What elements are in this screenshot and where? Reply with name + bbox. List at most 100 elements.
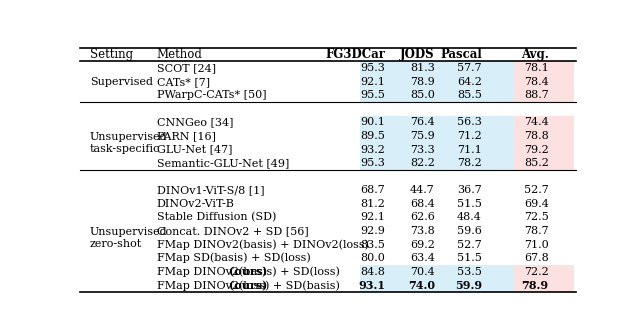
Text: 71.1: 71.1 — [457, 145, 482, 155]
Text: 90.1: 90.1 — [360, 118, 385, 128]
Text: FMap DINOv2(basis) + SD(loss): FMap DINOv2(basis) + SD(loss) — [157, 267, 343, 277]
Text: Unsupervised
zero-shot: Unsupervised zero-shot — [90, 227, 168, 248]
Bar — [514, 61, 573, 75]
Text: 70.4: 70.4 — [410, 267, 435, 277]
Text: 81.2: 81.2 — [360, 199, 385, 209]
Text: PARN [16]: PARN [16] — [157, 131, 216, 141]
Text: (ours): (ours) — [229, 266, 268, 277]
Text: 78.9: 78.9 — [522, 280, 548, 291]
Bar — [360, 75, 514, 89]
Text: 95.3: 95.3 — [360, 158, 385, 168]
Text: 74.4: 74.4 — [524, 118, 548, 128]
Text: 71.2: 71.2 — [457, 131, 482, 141]
Bar — [360, 116, 514, 129]
Bar — [360, 143, 514, 156]
Bar — [514, 129, 573, 143]
Text: Supervised: Supervised — [90, 77, 153, 87]
Text: 57.7: 57.7 — [457, 63, 482, 73]
Text: 88.7: 88.7 — [524, 90, 548, 100]
Text: 59.9: 59.9 — [454, 280, 482, 291]
Text: SCOT [24]: SCOT [24] — [157, 63, 216, 73]
Bar — [360, 89, 514, 102]
Text: GLU-Net [47]: GLU-Net [47] — [157, 145, 232, 155]
Text: 51.5: 51.5 — [457, 253, 482, 263]
Text: 82.2: 82.2 — [410, 158, 435, 168]
Text: 69.4: 69.4 — [524, 199, 548, 209]
Text: FMap DINOv2(loss) + SD(basis): FMap DINOv2(loss) + SD(basis) — [157, 280, 343, 291]
Text: JODS: JODS — [400, 48, 435, 61]
Text: DINOv2-ViT-B: DINOv2-ViT-B — [157, 199, 235, 209]
Text: 68.4: 68.4 — [410, 199, 435, 209]
Bar — [514, 265, 573, 279]
Text: Concat. DINOv2 + SD [56]: Concat. DINOv2 + SD [56] — [157, 226, 308, 236]
Text: 78.8: 78.8 — [524, 131, 548, 141]
Bar — [514, 116, 573, 129]
Text: Avg.: Avg. — [521, 48, 548, 61]
Text: 79.2: 79.2 — [524, 145, 548, 155]
Text: 92.9: 92.9 — [360, 226, 385, 236]
Text: 93.2: 93.2 — [360, 145, 385, 155]
Text: 93.1: 93.1 — [358, 280, 385, 291]
Text: 80.0: 80.0 — [360, 253, 385, 263]
Text: PWarpC-CATs* [50]: PWarpC-CATs* [50] — [157, 90, 266, 100]
Text: Stable Diffusion (SD): Stable Diffusion (SD) — [157, 212, 276, 223]
Text: 48.4: 48.4 — [457, 212, 482, 222]
Text: 72.2: 72.2 — [524, 267, 548, 277]
Text: 85.5: 85.5 — [457, 90, 482, 100]
Text: Method: Method — [157, 48, 203, 61]
Text: DINOv1-ViT-S/8 [1]: DINOv1-ViT-S/8 [1] — [157, 185, 264, 195]
Bar — [514, 279, 573, 292]
Text: 64.2: 64.2 — [457, 77, 482, 87]
Text: 56.3: 56.3 — [457, 118, 482, 128]
Text: 52.7: 52.7 — [524, 185, 548, 195]
Text: CATs* [7]: CATs* [7] — [157, 77, 210, 87]
Text: 62.6: 62.6 — [410, 212, 435, 222]
Text: 85.0: 85.0 — [410, 90, 435, 100]
Text: FMap DINOv2(basis) + DINOv2(loss): FMap DINOv2(basis) + DINOv2(loss) — [157, 239, 369, 250]
Text: 73.3: 73.3 — [410, 145, 435, 155]
Text: 78.2: 78.2 — [457, 158, 482, 168]
Text: Unsupervised
task-specific: Unsupervised task-specific — [90, 132, 168, 154]
Bar — [514, 75, 573, 89]
Text: 76.4: 76.4 — [410, 118, 435, 128]
Text: 51.5: 51.5 — [457, 199, 482, 209]
Text: 92.1: 92.1 — [360, 77, 385, 87]
Text: Pascal: Pascal — [440, 48, 482, 61]
Text: 95.3: 95.3 — [360, 63, 385, 73]
Text: 85.2: 85.2 — [524, 158, 548, 168]
Text: 84.8: 84.8 — [360, 267, 385, 277]
Text: 68.7: 68.7 — [360, 185, 385, 195]
Text: 67.8: 67.8 — [524, 253, 548, 263]
Text: 83.5: 83.5 — [360, 239, 385, 249]
Text: 92.1: 92.1 — [360, 212, 385, 222]
Bar — [514, 89, 573, 102]
Text: FMap SD(basis) + SD(loss): FMap SD(basis) + SD(loss) — [157, 253, 310, 264]
Text: 89.5: 89.5 — [360, 131, 385, 141]
Text: 74.0: 74.0 — [408, 280, 435, 291]
Bar — [514, 156, 573, 170]
Text: 78.9: 78.9 — [410, 77, 435, 87]
Text: 71.0: 71.0 — [524, 239, 548, 249]
Text: 69.2: 69.2 — [410, 239, 435, 249]
Text: Setting: Setting — [90, 48, 133, 61]
Bar — [360, 279, 514, 292]
Text: 63.4: 63.4 — [410, 253, 435, 263]
Text: 75.9: 75.9 — [410, 131, 435, 141]
Text: Semantic-GLU-Net [49]: Semantic-GLU-Net [49] — [157, 158, 289, 168]
Text: 59.6: 59.6 — [457, 226, 482, 236]
Text: 44.7: 44.7 — [410, 185, 435, 195]
Text: 72.5: 72.5 — [524, 212, 548, 222]
Text: 95.5: 95.5 — [360, 90, 385, 100]
Text: 78.4: 78.4 — [524, 77, 548, 87]
Bar — [360, 61, 514, 75]
Text: 78.7: 78.7 — [524, 226, 548, 236]
Text: CNNGeo [34]: CNNGeo [34] — [157, 118, 234, 128]
Bar — [360, 265, 514, 279]
Text: 36.7: 36.7 — [457, 185, 482, 195]
Text: 81.3: 81.3 — [410, 63, 435, 73]
Bar — [514, 143, 573, 156]
Text: 53.5: 53.5 — [457, 267, 482, 277]
Bar — [360, 129, 514, 143]
Bar — [360, 156, 514, 170]
Text: FG3DCar: FG3DCar — [325, 48, 385, 61]
